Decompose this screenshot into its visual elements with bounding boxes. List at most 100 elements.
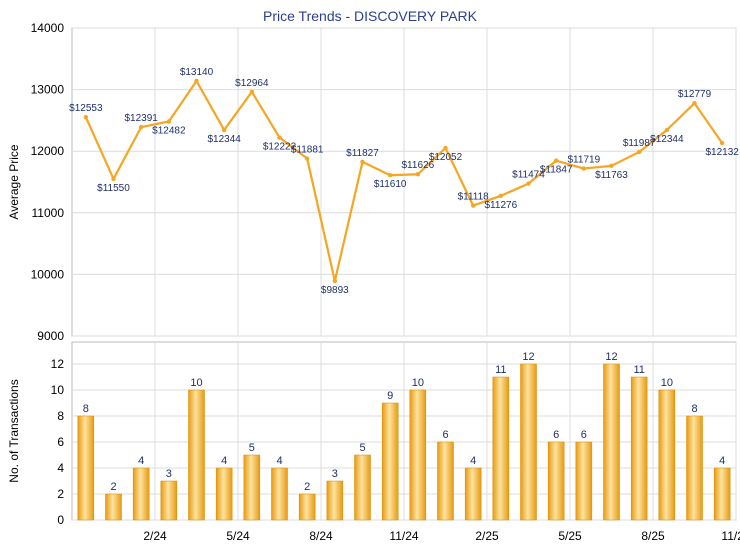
y-tick-label: 0 — [57, 513, 64, 527]
y-axis-label: No. of Transactions — [7, 379, 21, 482]
transaction-bar — [686, 415, 703, 521]
price-data-label: $12132 — [705, 147, 739, 158]
price-point — [526, 181, 531, 186]
price-point — [470, 203, 476, 208]
transaction-bar — [520, 363, 537, 521]
price-point — [719, 140, 725, 146]
price-point — [387, 173, 393, 178]
price-point — [194, 78, 199, 84]
transaction-bar — [603, 363, 620, 521]
transaction-bar — [215, 467, 233, 521]
bar-data-label: 10 — [661, 377, 673, 389]
price-data-label: $11881 — [291, 145, 324, 156]
y-tick-label: 2 — [57, 487, 64, 501]
price-point — [360, 159, 365, 165]
transaction-bar — [271, 467, 288, 521]
transaction-bar — [437, 441, 454, 521]
bar-data-label: 12 — [522, 351, 534, 363]
x-tick-label: 11/25 — [721, 529, 740, 543]
price-data-label: $12964 — [235, 78, 269, 89]
x-tick-label: 5/25 — [558, 529, 582, 543]
price-data-label: $11987 — [623, 138, 656, 149]
transaction-bar — [326, 480, 344, 521]
bar-data-label: 2 — [110, 481, 116, 493]
transaction-bar — [105, 493, 122, 521]
price-data-label: $11474 — [512, 170, 545, 181]
price-point — [498, 193, 504, 198]
price-data-label: $11719 — [568, 155, 601, 166]
bar-data-label: 5 — [249, 442, 255, 454]
y-tick-label: 9000 — [37, 329, 64, 343]
price-point — [138, 124, 144, 130]
y-tick-label: 10000 — [31, 267, 65, 281]
price-point — [277, 135, 282, 140]
bar-data-label: 6 — [442, 429, 448, 441]
bar-data-label: 3 — [166, 468, 172, 480]
price-point — [304, 156, 310, 161]
price-point — [83, 114, 89, 120]
y-tick-label: 14000 — [31, 21, 65, 35]
price-data-label: $11847 — [540, 165, 573, 176]
price-point — [692, 101, 697, 106]
bar-data-label: 4 — [221, 455, 227, 467]
price-point — [636, 149, 642, 155]
x-tick-label: 2/25 — [475, 529, 499, 543]
transaction-bar — [77, 415, 95, 521]
bar-data-label: 4 — [138, 455, 144, 467]
bar-data-label: 4 — [719, 455, 725, 467]
price-data-label: $9893 — [321, 285, 349, 296]
x-tick-label: 8/24 — [309, 529, 333, 543]
bar-data-label: 3 — [332, 468, 338, 480]
transaction-bar — [492, 376, 510, 521]
y-tick-label: 8 — [57, 409, 64, 423]
price-data-label: $12779 — [678, 89, 712, 100]
y-tick-label: 12 — [51, 357, 65, 371]
transaction-bar — [464, 467, 482, 521]
transaction-bar — [132, 467, 150, 521]
transaction-bar — [354, 454, 371, 521]
bar-data-label: 4 — [276, 455, 282, 467]
bar-data-label: 8 — [83, 403, 89, 415]
y-tick-label: 13000 — [31, 83, 65, 97]
bar-data-label: 11 — [633, 364, 644, 376]
x-tick-label: 11/24 — [389, 529, 418, 543]
y-tick-label: 12000 — [31, 144, 65, 158]
price-data-label: $11276 — [485, 200, 518, 211]
price-data-label: $12222 — [263, 142, 297, 153]
price-point — [609, 163, 614, 168]
transaction-bar — [188, 389, 205, 521]
price-data-label: $12553 — [69, 103, 103, 114]
y-tick-label: 6 — [57, 435, 64, 449]
price-point — [221, 127, 227, 133]
price-data-label: $12391 — [124, 113, 158, 124]
x-tick-label: 5/24 — [226, 529, 250, 543]
price-point — [249, 89, 255, 95]
bar-data-label: 6 — [581, 429, 587, 441]
price-point — [664, 127, 670, 133]
bar-data-label: 8 — [691, 403, 697, 415]
price-data-label: $11118 — [458, 192, 490, 203]
transaction-bar — [409, 389, 427, 521]
price-point — [332, 278, 338, 284]
price-data-label: $13140 — [180, 67, 214, 78]
bar-data-label: 2 — [304, 481, 310, 493]
transaction-bar — [298, 493, 316, 521]
transaction-bar — [658, 389, 676, 521]
y-tick-label: 11000 — [32, 206, 65, 220]
price-data-label: $12482 — [152, 126, 186, 137]
y-tick-label: 10 — [51, 383, 65, 397]
transaction-bar — [160, 480, 178, 521]
price-series-line — [84, 79, 724, 283]
y-tick-label: 4 — [57, 461, 64, 475]
price-line-panel: 9000 10000 11000 12000 13000 14000 Average Pri… — [7, 21, 739, 343]
price-point — [415, 172, 421, 177]
price-point — [111, 176, 116, 182]
price-point — [166, 119, 172, 124]
price-data-label: $11610 — [374, 179, 407, 190]
transaction-bar — [630, 376, 648, 521]
price-point — [443, 145, 448, 151]
bar-data-label: 11 — [495, 364, 506, 376]
price-point — [581, 166, 587, 171]
transaction-bar — [243, 454, 261, 521]
price-data-label: $11763 — [595, 170, 628, 181]
